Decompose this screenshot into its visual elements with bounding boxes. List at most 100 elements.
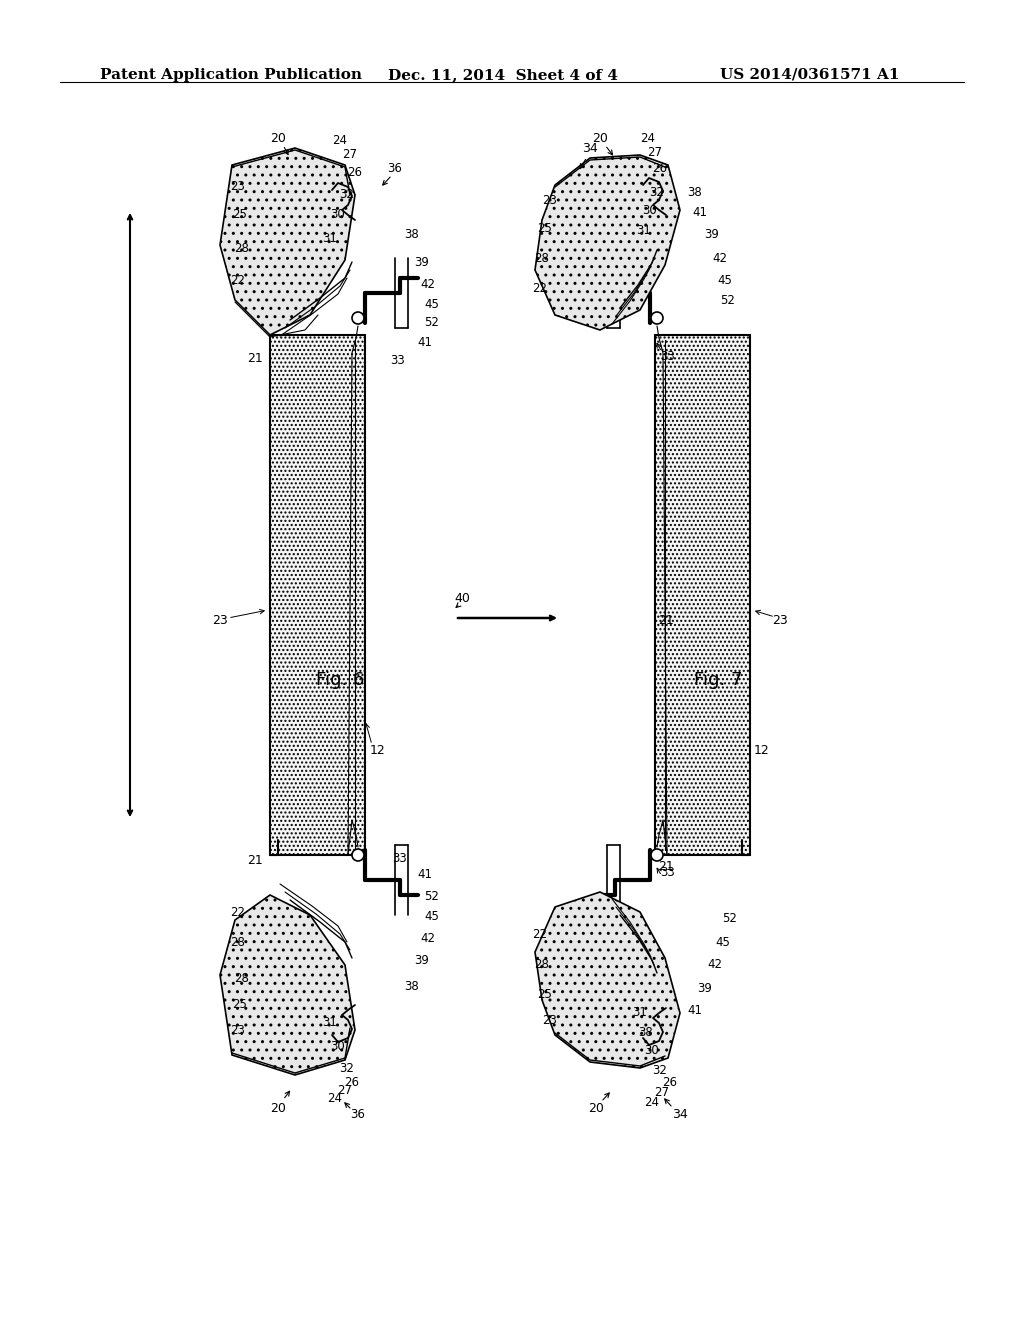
Polygon shape xyxy=(220,148,355,335)
Polygon shape xyxy=(535,892,680,1068)
Text: 27: 27 xyxy=(647,147,663,160)
Text: 28: 28 xyxy=(234,242,250,255)
Polygon shape xyxy=(535,154,680,330)
Text: 40: 40 xyxy=(454,591,470,605)
Text: 39: 39 xyxy=(415,256,429,268)
Text: 32: 32 xyxy=(652,1064,668,1077)
Text: 30: 30 xyxy=(331,209,345,222)
Text: 23: 23 xyxy=(543,194,557,206)
Text: 41: 41 xyxy=(687,1003,702,1016)
Text: 22: 22 xyxy=(230,906,246,919)
Text: 21: 21 xyxy=(247,854,263,866)
Text: 52: 52 xyxy=(425,315,439,329)
Text: 39: 39 xyxy=(697,982,713,994)
Text: 39: 39 xyxy=(415,953,429,966)
Text: 31: 31 xyxy=(323,1015,338,1028)
Text: Dec. 11, 2014  Sheet 4 of 4: Dec. 11, 2014 Sheet 4 of 4 xyxy=(388,69,618,82)
Text: 23: 23 xyxy=(543,1014,557,1027)
Text: 21: 21 xyxy=(658,859,674,873)
Text: 23: 23 xyxy=(772,614,787,627)
Text: 31: 31 xyxy=(637,223,651,236)
Text: 45: 45 xyxy=(425,911,439,924)
Polygon shape xyxy=(220,895,355,1074)
Text: 33: 33 xyxy=(660,866,676,879)
Text: 12: 12 xyxy=(370,743,386,756)
Text: 33: 33 xyxy=(390,354,406,367)
Text: 38: 38 xyxy=(688,186,702,198)
Circle shape xyxy=(651,849,663,861)
Text: 22: 22 xyxy=(230,273,246,286)
Text: 33: 33 xyxy=(660,350,676,363)
Text: 45: 45 xyxy=(716,936,730,949)
Text: 36: 36 xyxy=(387,161,402,174)
Text: 39: 39 xyxy=(705,228,720,242)
Circle shape xyxy=(352,849,364,861)
Text: 21: 21 xyxy=(247,351,263,364)
Text: 33: 33 xyxy=(392,851,408,865)
Text: 26: 26 xyxy=(344,1076,359,1089)
Text: 20: 20 xyxy=(270,1101,286,1114)
Text: 27: 27 xyxy=(654,1085,670,1098)
Text: Fig. 6: Fig. 6 xyxy=(315,671,365,689)
Text: 30: 30 xyxy=(331,1040,345,1053)
Text: 23: 23 xyxy=(212,614,228,627)
Text: 24: 24 xyxy=(644,1096,659,1109)
Text: 20: 20 xyxy=(592,132,608,144)
Text: 41: 41 xyxy=(418,335,432,348)
Text: 26: 26 xyxy=(663,1076,678,1089)
Text: 38: 38 xyxy=(404,979,420,993)
Text: 38: 38 xyxy=(404,228,420,242)
Bar xyxy=(270,335,365,855)
Text: 52: 52 xyxy=(723,912,737,924)
Text: 31: 31 xyxy=(323,231,338,244)
Text: 25: 25 xyxy=(232,998,248,1011)
Text: 22: 22 xyxy=(532,281,548,294)
Text: 24: 24 xyxy=(328,1092,342,1105)
Text: 32: 32 xyxy=(340,189,354,202)
Text: 20: 20 xyxy=(588,1101,604,1114)
Text: 21: 21 xyxy=(658,614,674,627)
Text: 28: 28 xyxy=(535,958,550,972)
Text: 45: 45 xyxy=(718,273,732,286)
Text: 28: 28 xyxy=(234,972,250,985)
Bar xyxy=(655,335,750,855)
Text: Fig. 7: Fig. 7 xyxy=(693,671,742,689)
Text: 28: 28 xyxy=(230,936,246,949)
Text: 31: 31 xyxy=(633,1006,647,1019)
Text: 52: 52 xyxy=(425,891,439,903)
Text: 38: 38 xyxy=(639,1026,653,1039)
Circle shape xyxy=(352,312,364,323)
Text: 25: 25 xyxy=(538,989,552,1002)
Text: 32: 32 xyxy=(340,1061,354,1074)
Text: 28: 28 xyxy=(535,252,550,264)
Text: 22: 22 xyxy=(532,928,548,941)
Text: 27: 27 xyxy=(342,149,357,161)
Text: 42: 42 xyxy=(421,279,435,292)
Text: 36: 36 xyxy=(350,1109,366,1122)
Text: 26: 26 xyxy=(652,161,668,174)
Text: 52: 52 xyxy=(721,293,735,306)
Text: US 2014/0361571 A1: US 2014/0361571 A1 xyxy=(720,69,899,82)
Text: Patent Application Publication: Patent Application Publication xyxy=(100,69,362,82)
Text: 30: 30 xyxy=(643,203,657,216)
Text: 32: 32 xyxy=(649,186,665,198)
Text: 24: 24 xyxy=(333,133,347,147)
Text: 20: 20 xyxy=(270,132,286,144)
Text: 12: 12 xyxy=(754,743,770,756)
Text: 42: 42 xyxy=(708,958,723,972)
Text: 30: 30 xyxy=(645,1044,659,1056)
Text: 34: 34 xyxy=(672,1109,688,1122)
Text: 26: 26 xyxy=(347,165,362,178)
Text: 27: 27 xyxy=(338,1084,352,1097)
Text: 45: 45 xyxy=(425,298,439,312)
Text: 25: 25 xyxy=(232,209,248,222)
Text: 41: 41 xyxy=(692,206,708,219)
Text: 25: 25 xyxy=(538,222,552,235)
Circle shape xyxy=(651,312,663,323)
Text: 23: 23 xyxy=(230,181,246,194)
Text: 24: 24 xyxy=(640,132,655,144)
Text: 41: 41 xyxy=(418,869,432,882)
Text: 23: 23 xyxy=(230,1023,246,1036)
Text: 42: 42 xyxy=(713,252,727,264)
Text: 42: 42 xyxy=(421,932,435,945)
